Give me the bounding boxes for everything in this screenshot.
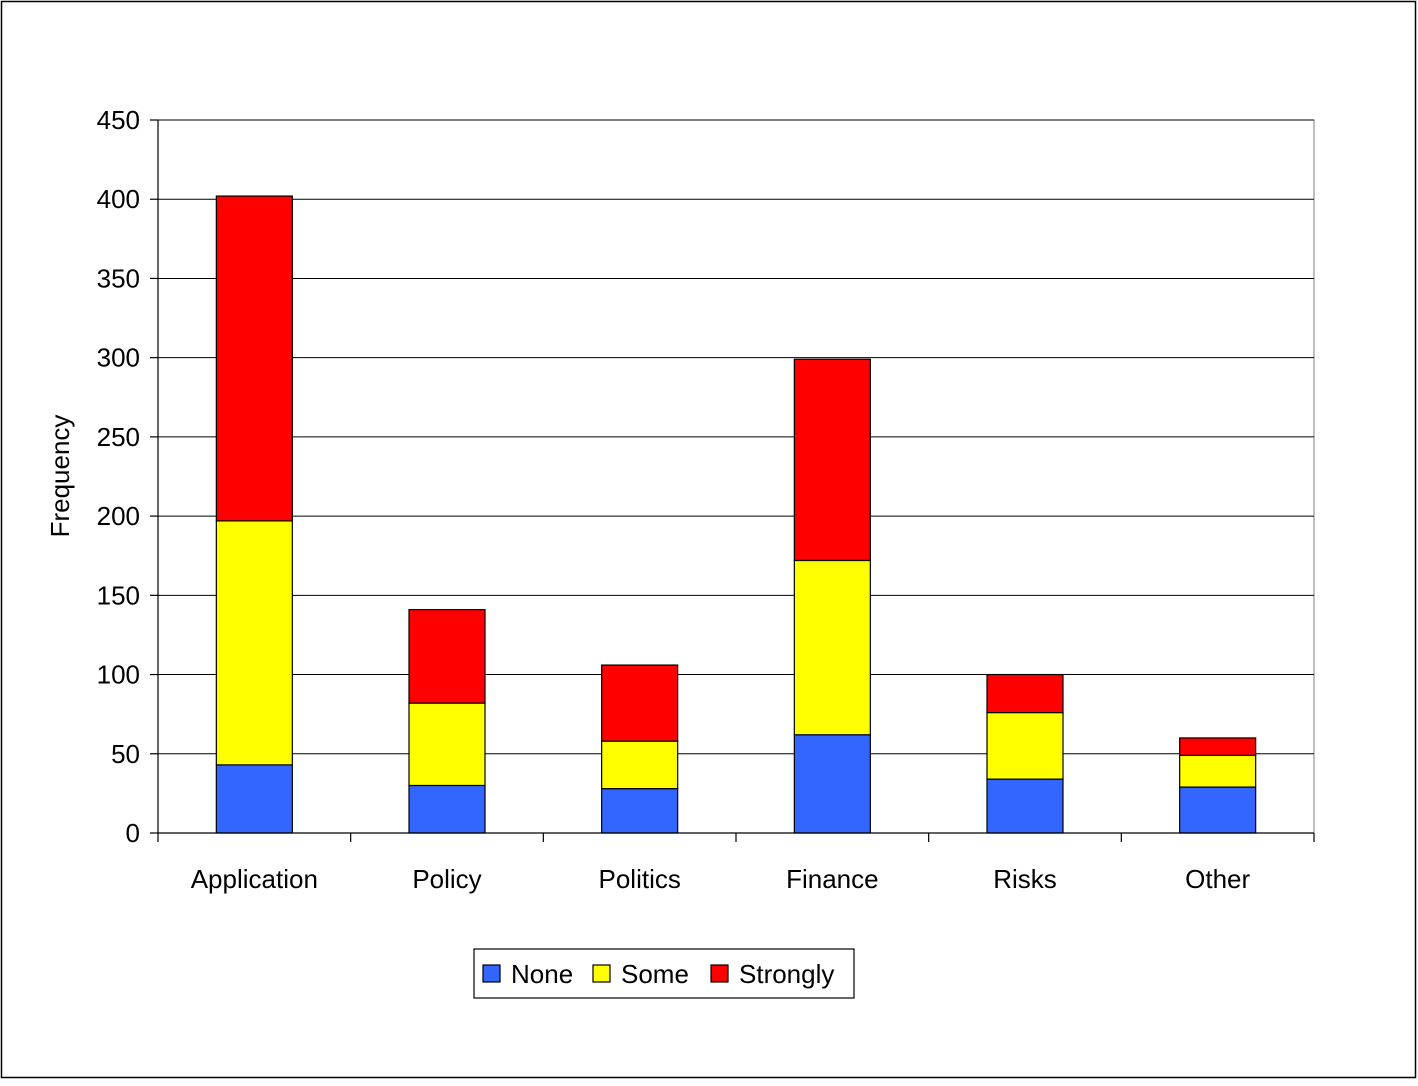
gridlines	[158, 119, 1314, 755]
bar-some-policy	[408, 702, 486, 787]
bar-strongly-politics	[601, 664, 679, 742]
bar-none-politics	[601, 788, 679, 834]
bars	[215, 195, 1257, 834]
legend-swatch	[592, 964, 611, 983]
x-tick-label: Risks	[993, 864, 1057, 894]
y-tick-label: 450	[97, 105, 140, 135]
legend-box	[473, 948, 855, 999]
legend-label: None	[511, 959, 573, 989]
legend-swatch	[482, 964, 501, 983]
bar-strongly-finance	[793, 358, 871, 562]
legend-label: Some	[621, 959, 689, 989]
bar-some-risks	[986, 711, 1064, 780]
plot-area	[157, 119, 1315, 834]
y-tick-label: 200	[97, 501, 140, 531]
x-tick-label: Finance	[786, 864, 879, 894]
x-tick-label: Application	[191, 864, 318, 894]
bar-none-risks	[986, 778, 1064, 834]
legend: None Some Strongly	[473, 948, 855, 999]
bar-strongly-policy	[408, 608, 486, 704]
x-tick-label: Politics	[598, 864, 680, 894]
y-tick-label: 0	[126, 818, 140, 848]
bar-none-policy	[408, 784, 486, 834]
legend-label: Strongly	[739, 959, 834, 989]
x-tick-label: Policy	[412, 864, 481, 894]
legend-swatch	[710, 964, 729, 983]
bar-strongly-other	[1179, 737, 1257, 756]
y-ticks: 0 50 100 150 200 250 300 350 400 450	[97, 105, 158, 848]
x-tick-label: Other	[1185, 864, 1250, 894]
y-tick-label: 400	[97, 184, 140, 214]
y-tick-label: 150	[97, 580, 140, 610]
bar-some-finance	[793, 559, 871, 736]
bar-strongly-application	[215, 195, 293, 522]
y-tick-label: 250	[97, 422, 140, 452]
bar-none-other	[1179, 786, 1257, 834]
y-tick-label: 50	[111, 739, 140, 769]
x-ticks: Application Policy Politics Finance Risks Oth…	[157, 833, 1315, 894]
bar-none-application	[215, 764, 293, 834]
bar-some-politics	[601, 740, 679, 790]
bar-strongly-risks	[986, 673, 1064, 714]
y-tick-label: 350	[97, 263, 140, 293]
y-tick-label: 300	[97, 343, 140, 373]
bar-none-finance	[793, 734, 871, 834]
y-axis-label: Frequency	[45, 415, 75, 538]
bar-some-application	[215, 520, 293, 766]
y-tick-label: 100	[97, 660, 140, 690]
bar-some-other	[1179, 754, 1257, 788]
